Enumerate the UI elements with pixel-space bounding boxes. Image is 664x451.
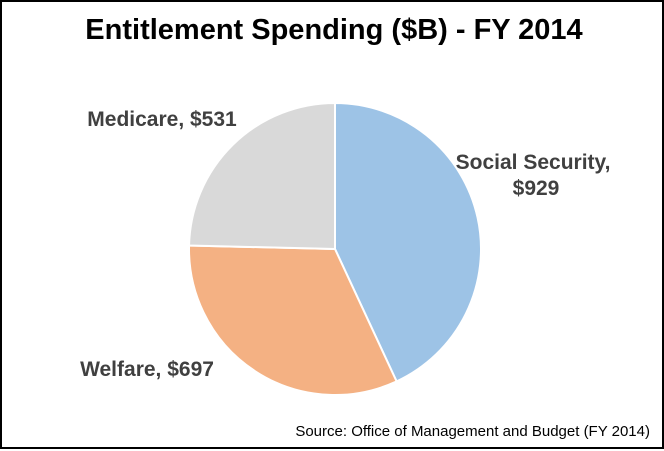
pie-slice-welfare bbox=[188, 244, 398, 396]
pie-slice-social-security bbox=[334, 101, 482, 383]
slice-label-social-security: Social Security, $929 bbox=[456, 151, 617, 200]
source-note: Source: Office of Management and Budget … bbox=[295, 423, 650, 440]
slice-label-medicare: Medicare, $531 bbox=[87, 108, 237, 131]
pie-slice-medicare bbox=[188, 101, 336, 251]
slice-label-welfare: Welfare, $697 bbox=[80, 358, 214, 381]
pie-slices bbox=[188, 101, 482, 396]
chart-title: Entitlement Spending ($B) - FY 2014 bbox=[85, 14, 583, 46]
